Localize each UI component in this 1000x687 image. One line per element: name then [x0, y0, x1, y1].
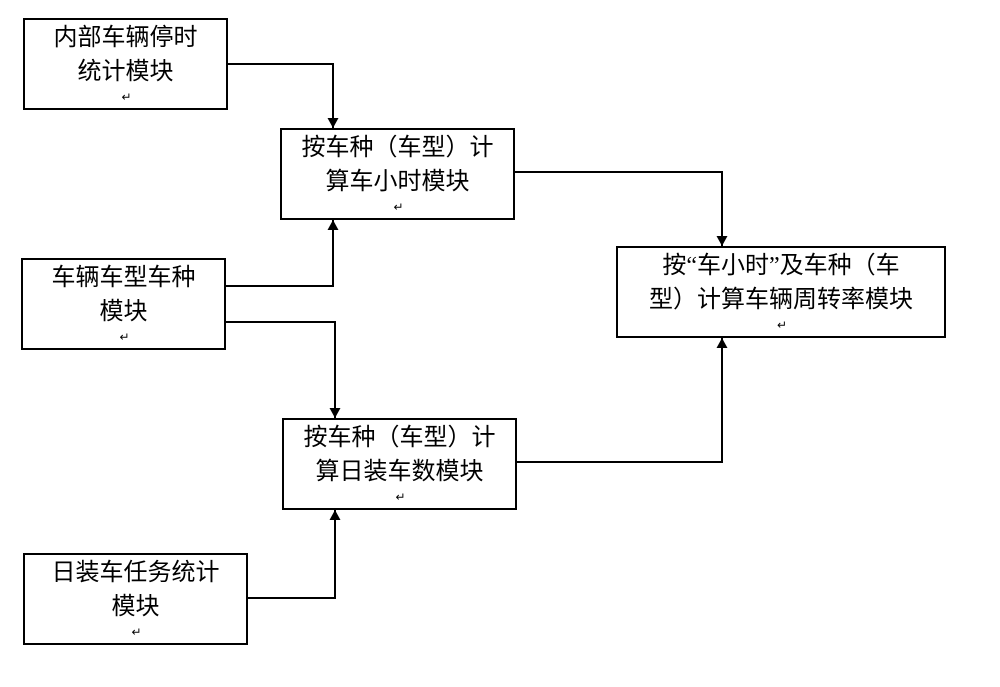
node-line2: 型）计算车辆周转率模块↵ [649, 284, 913, 334]
node-line1: 按“车小时”及车种（车 [662, 250, 899, 284]
node-line1: 内部车辆停时 [54, 22, 198, 56]
node-line2: 统计模块↵ [78, 56, 174, 106]
node-internal-vehicle-stop-stats: 内部车辆停时 统计模块↵ [23, 18, 228, 110]
return-icon: ↵ [102, 329, 148, 346]
node-vehicle-model-type: 车辆车型车种 模块↵ [21, 258, 226, 350]
flowchart-canvas: 内部车辆停时 统计模块↵ 车辆车型车种 模块↵ 日装车任务统计 模块↵ 按车种（… [0, 0, 1000, 687]
node-daily-loading-task-stats: 日装车任务统计 模块↵ [23, 553, 248, 645]
node-calc-turnover-rate: 按“车小时”及车种（车 型）计算车辆周转率模块↵ [616, 246, 946, 338]
node-line2: 算日装车数模块↵ [316, 456, 484, 506]
return-icon: ↵ [328, 199, 470, 216]
node-line2: 算车小时模块↵ [326, 166, 470, 216]
node-line1: 按车种（车型）计 [304, 422, 496, 456]
return-icon: ↵ [80, 89, 174, 106]
return-icon: ↵ [651, 317, 913, 334]
node-line1: 日装车任务统计 [52, 557, 220, 591]
node-line1: 车辆车型车种 [52, 262, 196, 296]
return-icon: ↵ [114, 624, 160, 641]
node-line2: 模块↵ [112, 591, 160, 641]
node-calc-daily-loading-by-type: 按车种（车型）计 算日装车数模块↵ [282, 418, 517, 510]
return-icon: ↵ [318, 489, 484, 506]
node-line1: 按车种（车型）计 [302, 132, 494, 166]
node-calc-car-hours-by-type: 按车种（车型）计 算车小时模块↵ [280, 128, 515, 220]
node-line2: 模块↵ [100, 296, 148, 346]
